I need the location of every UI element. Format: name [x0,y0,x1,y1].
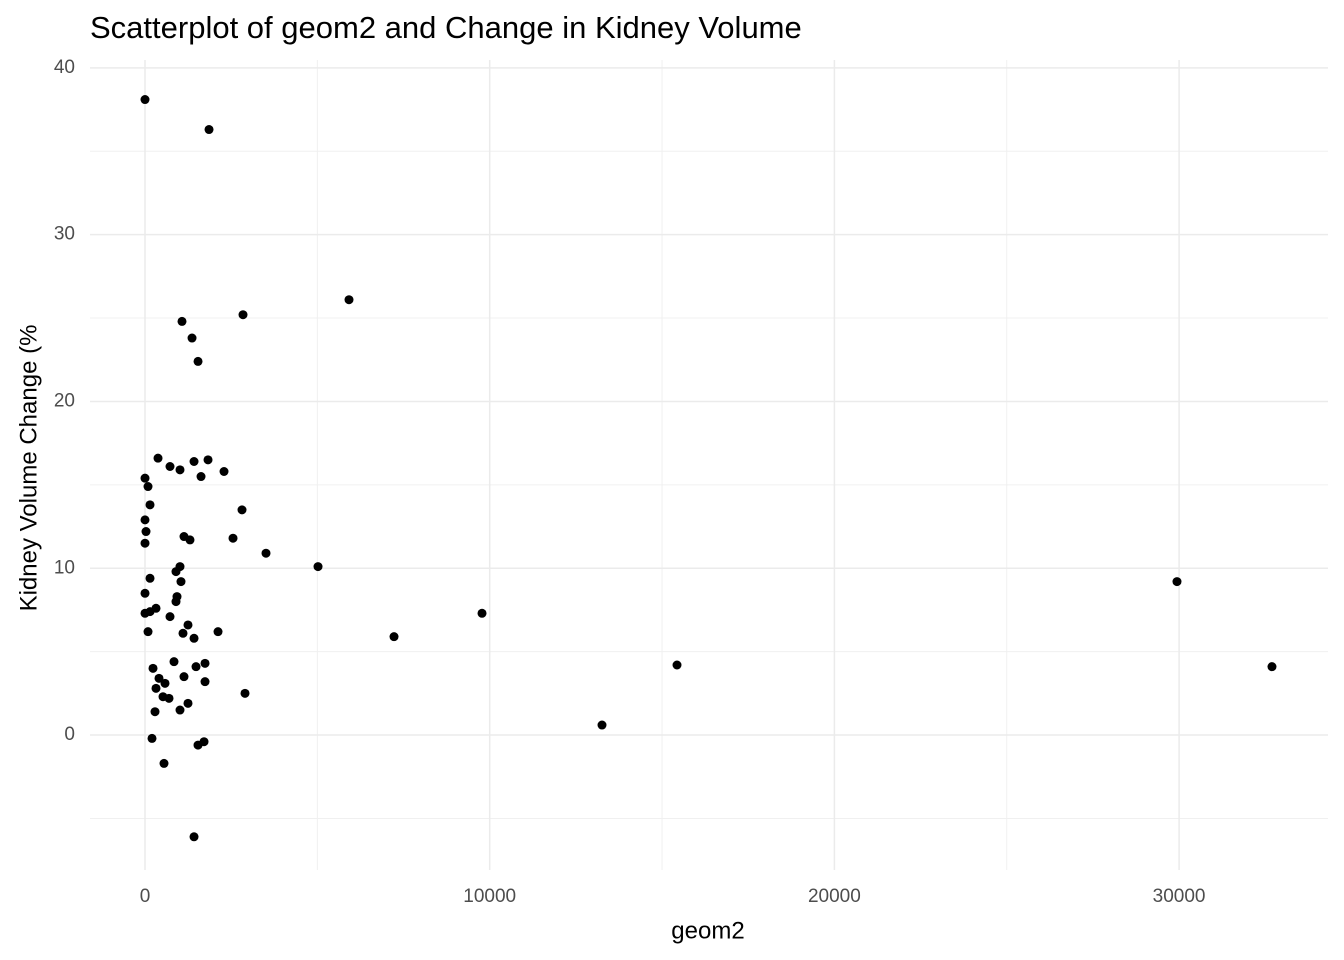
x-axis-title: geom2 [671,917,744,944]
point [183,698,193,708]
x-tick-label: 20000 [808,886,861,907]
point [389,632,399,642]
point [183,620,193,630]
point [169,657,179,667]
point [179,672,189,682]
y-axis-title: Kidney Volume Change (% [15,325,42,612]
point [147,733,157,743]
point [187,333,197,343]
point [153,453,163,463]
y-tick-label: 40 [54,57,75,78]
point [196,472,206,482]
point [228,533,238,543]
y-tick-label: 10 [54,557,75,578]
point [176,577,186,587]
point [597,720,607,730]
x-tick-label: 0 [140,886,151,907]
point [140,538,150,548]
point [178,628,188,638]
point [140,95,150,105]
point [171,597,181,607]
point [140,608,150,618]
point [150,707,160,717]
point [143,482,153,492]
point [141,527,151,537]
point [344,295,354,305]
point [148,663,158,673]
point [672,660,682,670]
point [200,658,210,668]
point [140,473,150,483]
y-tick-label: 20 [54,390,75,411]
point [189,633,199,643]
point [193,356,203,366]
point [219,467,229,477]
point [171,567,181,577]
x-tick-label: 30000 [1153,886,1206,907]
point [193,740,203,750]
chart-title: Scatterplot of geom2 and Change in Kidne… [90,10,802,45]
point [143,627,153,637]
point [313,562,323,572]
point [200,677,210,687]
y-tick-label: 0 [64,724,75,745]
point [189,456,199,466]
point [185,535,195,545]
x-tick-label: 10000 [463,886,516,907]
point [191,662,201,672]
point [175,705,185,715]
point [177,316,187,326]
point [154,673,164,683]
point [159,758,169,768]
point [151,683,161,693]
point [140,515,150,525]
point [238,310,248,320]
point [240,688,250,698]
point [165,462,175,472]
point [145,500,155,510]
point [477,608,487,618]
point [140,588,150,598]
point [213,627,223,637]
point [204,125,214,135]
point [145,573,155,583]
point [164,693,174,703]
point [189,832,199,842]
point [261,548,271,558]
point [165,612,175,622]
y-tick-label: 30 [54,224,75,245]
point [203,455,213,465]
point [1172,577,1182,587]
point [160,678,170,688]
point [1267,662,1277,672]
point [237,505,247,515]
point [175,465,185,475]
